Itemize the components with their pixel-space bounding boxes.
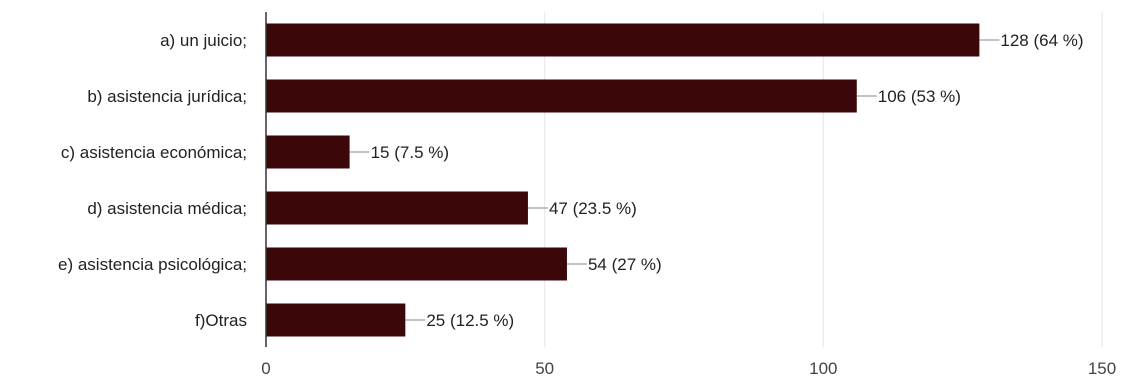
data-label: 54 (27 %) [588, 255, 662, 274]
data-label: 15 (7.5 %) [371, 143, 449, 162]
x-tick-label: 0 [261, 359, 270, 376]
bar [266, 247, 567, 281]
category-label: d) asistencia médica; [87, 199, 247, 218]
data-label: 106 (53 %) [878, 87, 961, 106]
category-label: a) un juicio; [160, 31, 247, 50]
axes: 0 50 100 150 [261, 12, 1116, 378]
bar [266, 191, 528, 225]
x-tick-label: 150 [1088, 359, 1116, 376]
category-label: f)Otras [195, 311, 247, 330]
bar [266, 79, 857, 113]
gridlines [544, 12, 1103, 347]
bar [266, 135, 350, 169]
category-label: e) asistencia psicológica; [58, 255, 247, 274]
bar [266, 303, 406, 337]
x-tick-label: 100 [809, 359, 837, 376]
labels: a) un juicio; 128 (64 %) b) asistencia jur… [58, 31, 1084, 330]
category-label: c) asistencia económica; [61, 143, 247, 162]
category-label: b) asistencia jurídica; [87, 87, 247, 106]
bars [266, 23, 980, 337]
data-label: 128 (64 %) [1000, 31, 1083, 50]
x-tick-label: 50 [535, 359, 554, 376]
bar [266, 23, 980, 57]
data-label: 47 (23.5 %) [549, 199, 637, 218]
data-label: 25 (12.5 %) [426, 311, 514, 330]
